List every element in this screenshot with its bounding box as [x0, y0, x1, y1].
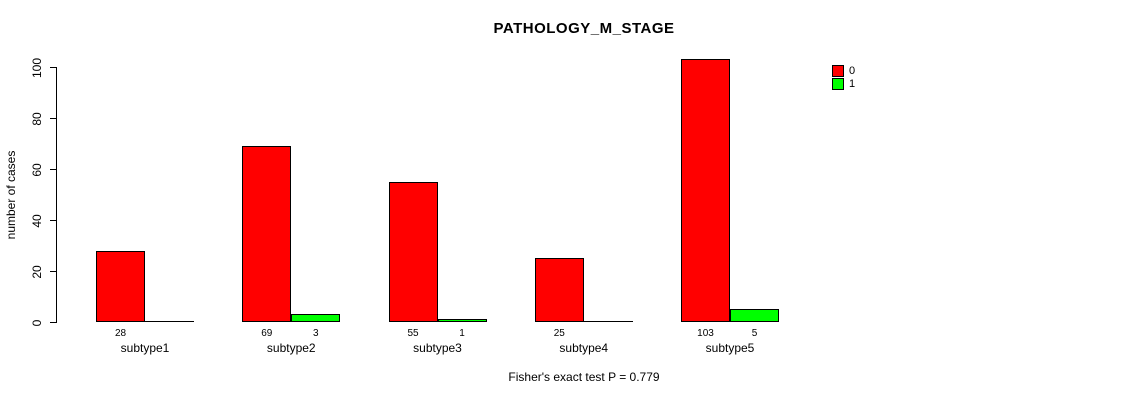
bar-count-label: 69: [261, 328, 273, 339]
y-tick-label: 40: [30, 213, 44, 228]
bar-count-label: 103: [697, 328, 714, 339]
category-label-subtype4: subtype4: [559, 341, 609, 355]
legend-item: 1: [832, 78, 855, 90]
bar-count-label: 25: [553, 328, 565, 339]
bar-0-subtype4: [534, 258, 584, 322]
y-tick-mark: [50, 67, 57, 68]
legend-swatch-red: [832, 65, 844, 77]
bar-1-subtype1: [145, 321, 194, 322]
legend-label: 1: [849, 78, 856, 90]
category-label-subtype5: subtype5: [705, 341, 755, 355]
y-tick-label: 60: [30, 162, 44, 177]
y-tick-mark: [50, 322, 57, 323]
category-label-subtype1: subtype1: [120, 341, 170, 355]
bar-count-label: 55: [407, 328, 419, 339]
y-axis-label: number of cases: [4, 150, 18, 240]
y-tick-label: 80: [30, 111, 44, 126]
bar-0-subtype3: [388, 181, 438, 322]
bar-0-subtype2: [242, 146, 292, 322]
y-axis-line: [56, 67, 57, 323]
category-label-subtype2: subtype2: [266, 341, 316, 355]
bar-1-subtype5: [730, 309, 779, 322]
bar-count-label: 3: [312, 328, 319, 339]
y-tick-mark: [50, 220, 57, 221]
bar-count-label: 5: [751, 328, 758, 339]
legend: 0 1: [832, 65, 855, 91]
annotation-text: Fisher's exact test P = 0.779: [508, 370, 660, 384]
legend-swatch-green: [832, 78, 844, 90]
bar-count-label: 1: [459, 328, 465, 339]
y-tick-mark: [50, 169, 57, 170]
category-label-subtype3: subtype3: [413, 341, 462, 355]
y-tick-mark: [50, 118, 57, 119]
bar-0-subtype1: [96, 250, 145, 322]
bar-1-subtype4: [583, 321, 633, 322]
bar-1-subtype2: [291, 314, 341, 322]
y-tick-label: 0: [30, 319, 44, 326]
chart-title: PATHOLOGY_M_STAGE: [493, 20, 675, 37]
legend-item: 0: [832, 65, 855, 77]
y-tick-label: 100: [30, 57, 44, 78]
legend-label: 0: [849, 65, 856, 77]
bar-count-label: 28: [114, 328, 127, 339]
bar-1-subtype3: [437, 319, 487, 322]
bar-0-subtype5: [681, 59, 730, 322]
y-tick-mark: [50, 271, 57, 272]
y-tick-label: 20: [30, 264, 44, 279]
